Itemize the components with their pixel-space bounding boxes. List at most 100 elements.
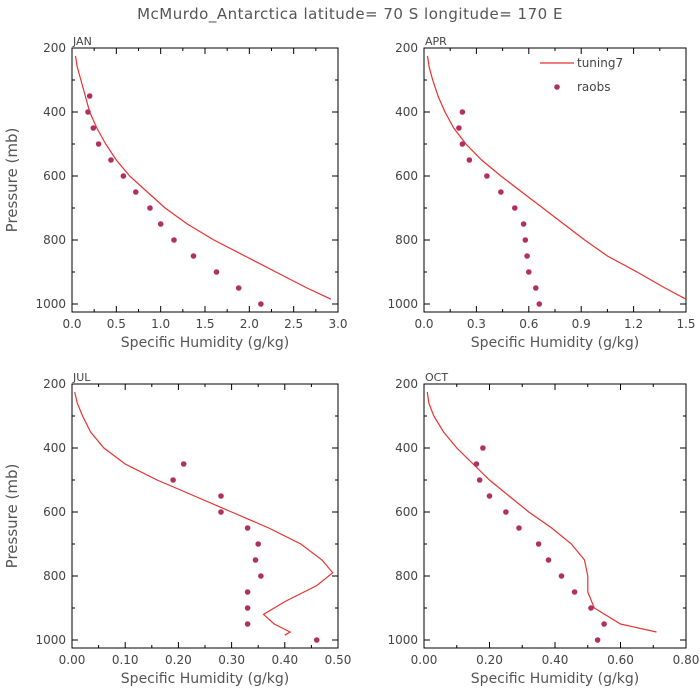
raobs-point: [170, 477, 176, 483]
y-tick-label: 800: [395, 233, 418, 247]
y-tick-label: 400: [43, 105, 66, 119]
plot-frame: [71, 383, 339, 649]
raobs-point: [459, 141, 466, 147]
x-tick-label: 0.40: [542, 653, 569, 667]
y-axis-label: Pressure (mb): [3, 128, 21, 233]
legend-label-raobs: raobs: [577, 80, 611, 94]
raobs-point: [466, 157, 473, 163]
x-tick-label: 1.5: [195, 317, 214, 331]
raobs-point: [218, 509, 224, 515]
raobs-point: [588, 605, 594, 611]
x-tick-label: 0.6: [519, 317, 538, 331]
raobs-point: [244, 525, 251, 531]
panel-label: JAN: [72, 35, 92, 48]
raobs-point: [147, 205, 153, 211]
raobs-point: [486, 493, 493, 499]
raobs-point: [571, 589, 578, 595]
panel-oct: OCT 0.00 0.20 0.40 0.60 0.80 200 400 600 800 1000 S…: [387, 371, 699, 687]
raobs-point: [95, 141, 102, 147]
raobs-point: [244, 589, 251, 595]
x-tick-label: 1.2: [624, 317, 643, 331]
y-tick-label: 1000: [387, 297, 418, 311]
raobs-point: [244, 605, 251, 611]
x-tick-label: 3.0: [328, 317, 347, 331]
raobs-point: [480, 445, 486, 451]
raobs-point: [213, 269, 220, 275]
raobs-point: [473, 461, 480, 467]
panels: JAN 0.0 0.5 1.0 1.5 2.0 2.5 3.0 200 400 600 800 1000…: [3, 35, 699, 687]
x-tick-label: 0.80: [673, 653, 700, 667]
y-tick-label: 600: [395, 505, 418, 519]
plot-frame: [423, 383, 687, 649]
x-tick-label: 0.9: [572, 317, 591, 331]
legend-marker-swatch: [554, 84, 560, 90]
raobs-point: [512, 205, 518, 211]
legend-label-tuning7: tuning7: [577, 56, 623, 70]
y-tick-label: 600: [395, 169, 418, 183]
y-axis-label: Pressure (mb): [3, 464, 21, 569]
y-tick-label: 400: [43, 441, 66, 455]
raobs-point: [157, 221, 164, 227]
x-axis-label: Specific Humidity (g/kg): [121, 671, 289, 687]
y-tick-label: 400: [395, 441, 418, 455]
x-axis-label: Specific Humidity (g/kg): [121, 335, 289, 351]
y-tick-label: 200: [43, 41, 66, 55]
raobs-point: [252, 557, 259, 563]
raobs-point: [244, 621, 251, 627]
raobs-point: [108, 157, 114, 163]
y-tick-label: 200: [43, 377, 66, 391]
x-tick-label: 0.5: [107, 317, 126, 331]
raobs-point: [180, 461, 187, 467]
series-line-tuning7: [74, 391, 334, 636]
y-tick-label: 600: [43, 505, 66, 519]
y-tick-label: 200: [395, 41, 418, 55]
raobs-point: [536, 301, 543, 307]
x-axis-label: Specific Humidity (g/kg): [471, 335, 639, 351]
x-tick-label: 0.00: [59, 653, 86, 667]
series-line-tuning7: [426, 391, 657, 633]
x-tick-label: 1.5: [676, 317, 695, 331]
raobs-point: [90, 125, 97, 131]
raobs-point: [456, 125, 462, 131]
raobs-point: [558, 573, 565, 579]
x-tick-label: 0.3: [467, 317, 486, 331]
raobs-point: [459, 109, 466, 115]
raobs-point: [133, 189, 139, 195]
raobs-point: [235, 285, 242, 291]
y-tick-label: 1000: [35, 297, 66, 311]
raobs-point: [218, 493, 224, 499]
panel-jan: JAN 0.0 0.5 1.0 1.5 2.0 2.5 3.0 200 400 600 800 1000…: [3, 35, 348, 351]
raobs-point: [522, 237, 529, 243]
raobs-point: [171, 237, 177, 243]
panel-label: JUL: [72, 371, 91, 384]
raobs-point: [533, 285, 539, 291]
panel-jul: JUL 0.00 0.10 0.20 0.30 0.40 0.50 200 400 600 800 1…: [3, 371, 351, 687]
y-tick-label: 200: [395, 377, 418, 391]
series-line-tuning7: [426, 55, 687, 300]
raobs-point: [190, 253, 197, 259]
raobs-point: [476, 477, 483, 483]
raobs-point: [484, 173, 490, 179]
y-tick-label: 800: [395, 569, 418, 583]
y-tick-label: 400: [395, 105, 418, 119]
x-tick-label: 0.0: [62, 317, 81, 331]
figure-title: McMurdo_Antarctica latitude= 70 S longit…: [137, 5, 563, 24]
x-axis-label: Specific Humidity (g/kg): [471, 671, 639, 687]
raobs-point: [594, 637, 601, 643]
x-tick-label: 0.10: [112, 653, 139, 667]
legend: tuning7 raobs: [540, 56, 623, 94]
raobs-point: [545, 557, 552, 563]
series-line-tuning7: [74, 55, 332, 300]
raobs-point: [524, 253, 530, 259]
x-tick-label: 0.00: [411, 653, 438, 667]
y-tick-label: 800: [43, 569, 66, 583]
raobs-point: [258, 573, 264, 579]
raobs-point: [520, 221, 527, 227]
raobs-point: [516, 525, 522, 531]
plot-frame: [71, 47, 339, 313]
raobs-point: [498, 189, 504, 195]
raobs-point: [255, 541, 261, 547]
y-tick-label: 600: [43, 169, 66, 183]
x-tick-label: 0.60: [607, 653, 634, 667]
